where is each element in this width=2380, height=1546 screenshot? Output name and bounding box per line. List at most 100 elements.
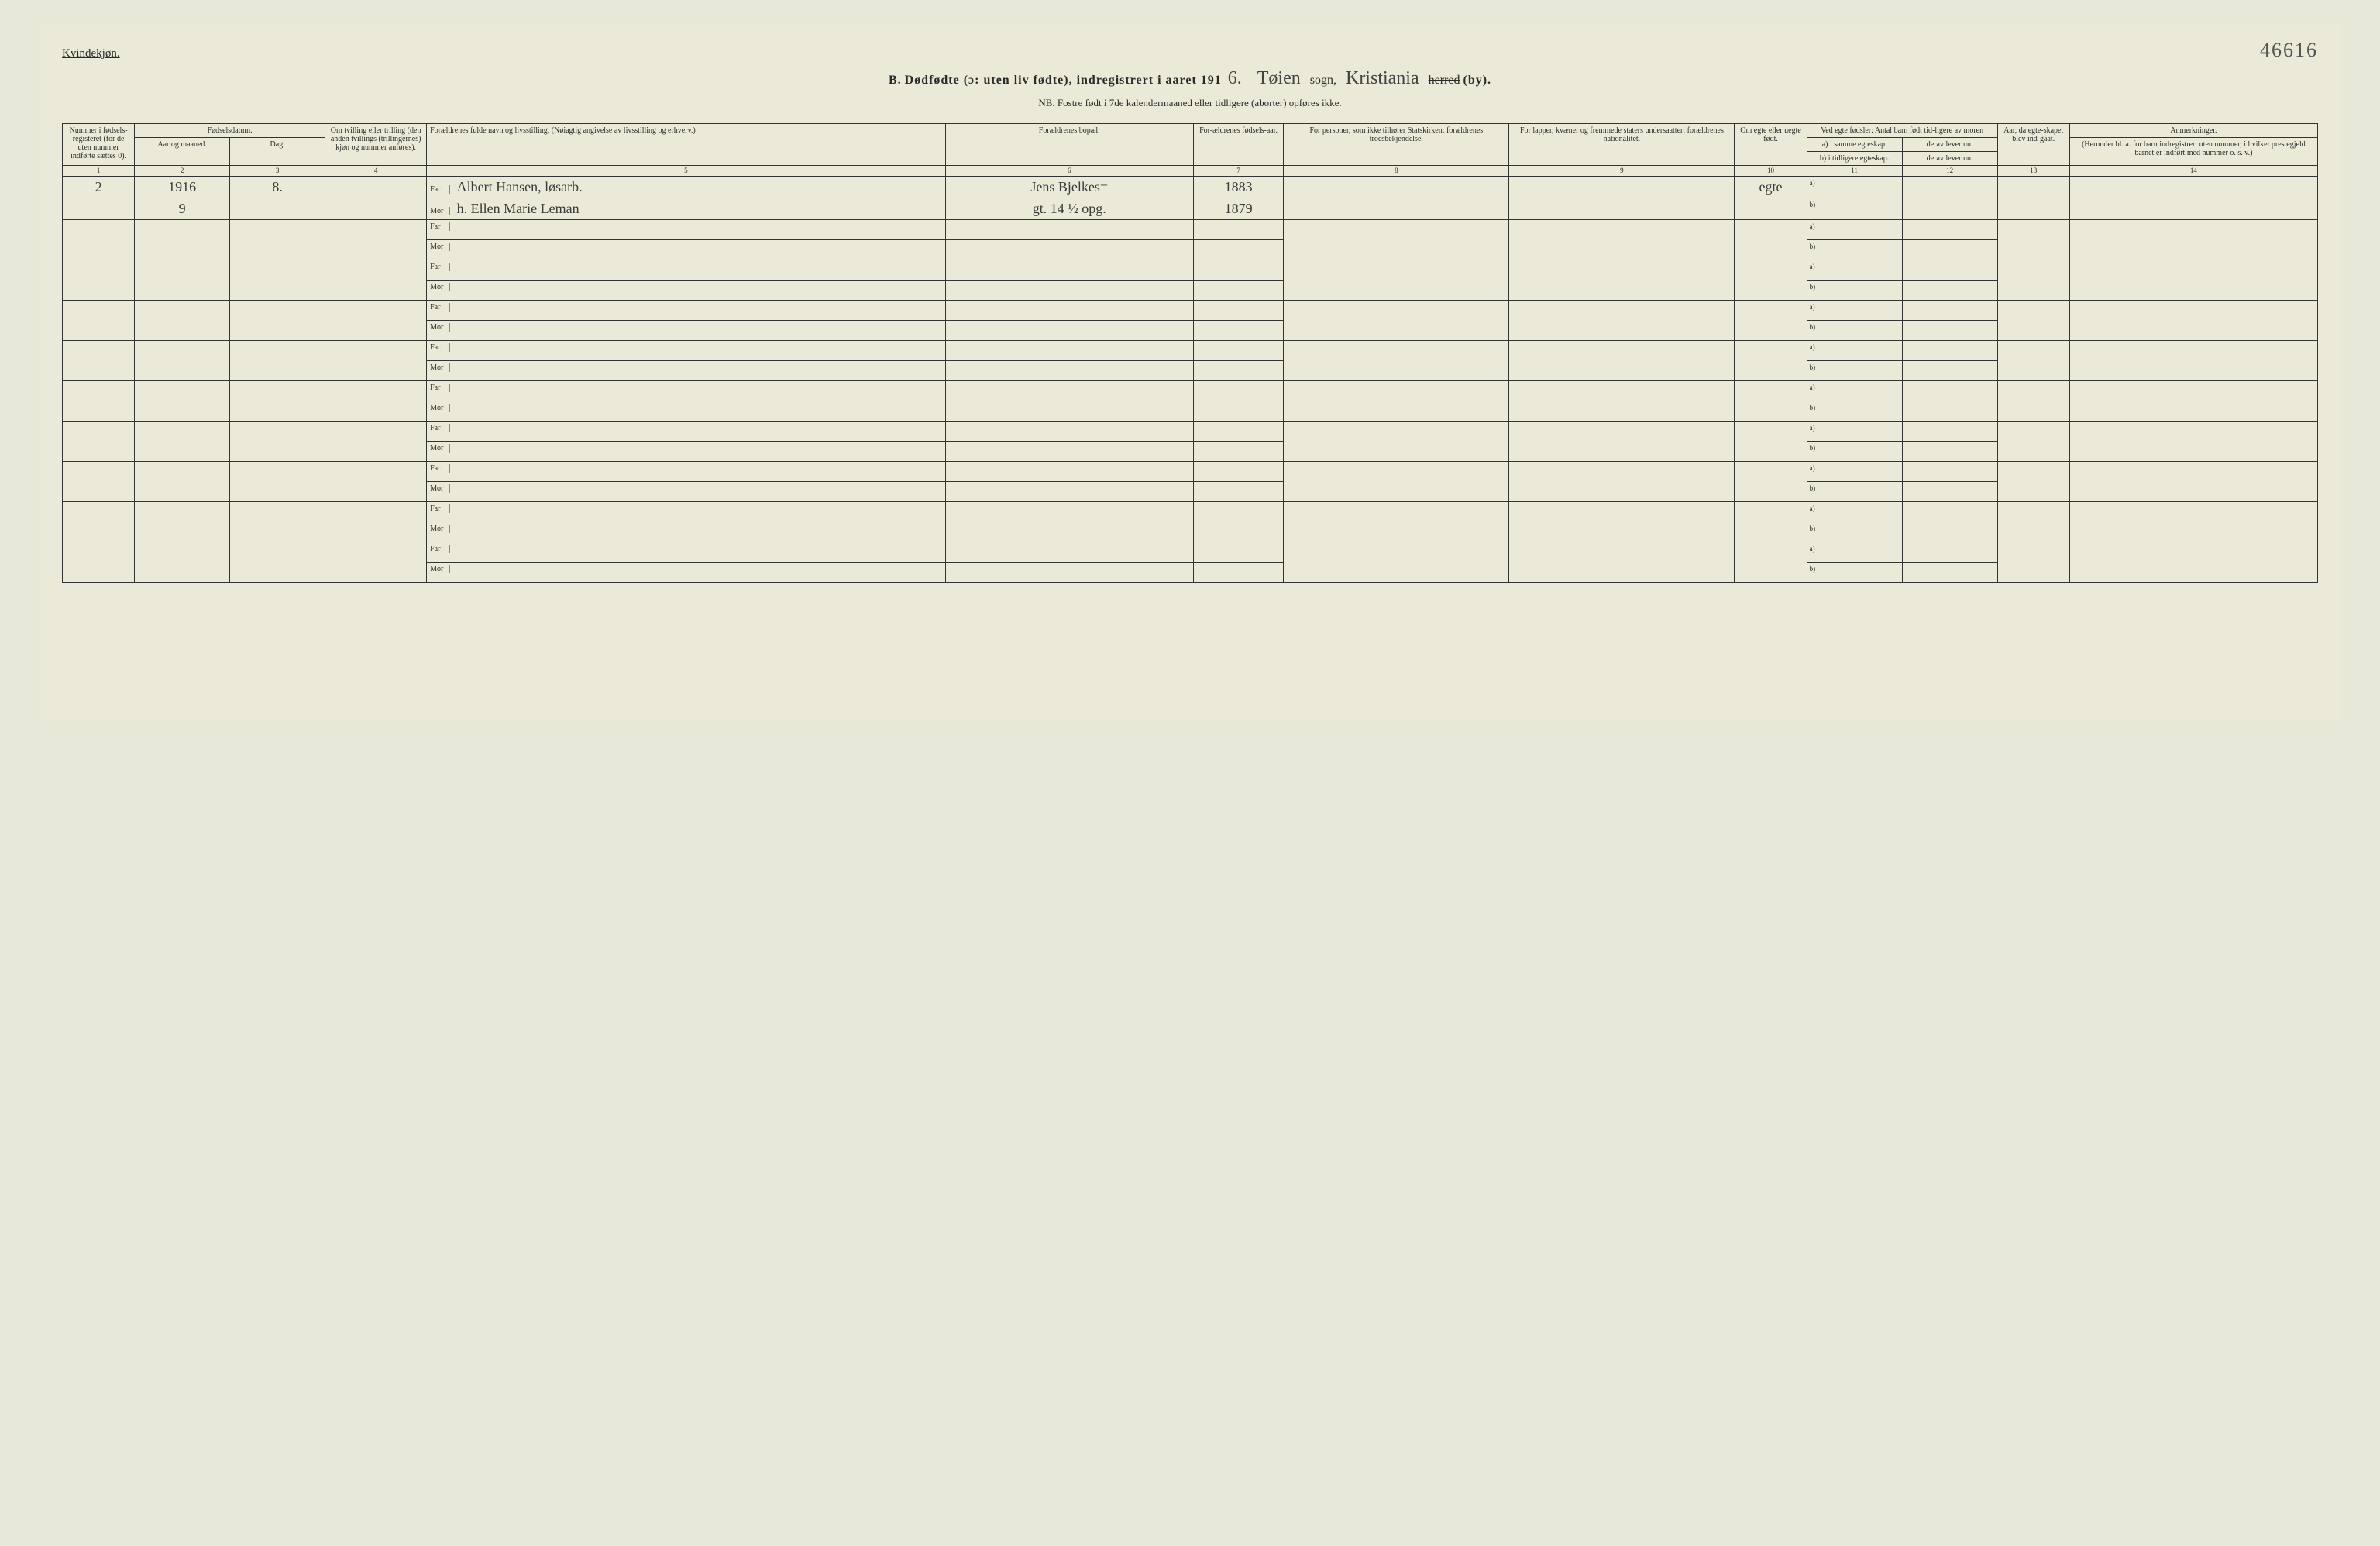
empty-12a: [1902, 220, 1997, 240]
empty-byear: [1193, 442, 1283, 462]
mor-label: Mor: [430, 323, 450, 332]
empty-row-far: Far a): [63, 422, 2318, 442]
empty-num: [63, 462, 135, 502]
far-label: Far: [430, 424, 450, 432]
colnum: 9: [1509, 166, 1735, 177]
far-label: Far: [430, 464, 450, 473]
empty-nation: [1509, 422, 1735, 462]
empty-legit: [1735, 422, 1807, 462]
empty-row-far: Fara): [63, 381, 2318, 401]
entry-legit: egte: [1735, 177, 1807, 220]
hdr-c11a: a) i samme egteskap.: [1807, 138, 1902, 152]
empty-addr: [945, 442, 1193, 462]
hdr-c5: Forældrenes fulde navn og livsstilling. …: [427, 124, 946, 166]
empty-addr: [945, 502, 1193, 522]
nb-note: NB. Fostre født i 7de kalendermaaned ell…: [62, 97, 2318, 109]
empty-13: [1997, 422, 2069, 462]
empty-num: [63, 542, 135, 583]
hdr-c1: Nummer i fødsels-registeret (for de uten…: [63, 124, 135, 166]
empty-12b: [1902, 522, 1997, 542]
empty-byear: [1193, 281, 1283, 301]
empty-twin: [325, 301, 427, 341]
mor-label: Mor: [430, 444, 450, 453]
empty-11b: b): [1807, 281, 1902, 301]
empty-relig: [1284, 301, 1509, 341]
empty-row-far: Fara): [63, 341, 2318, 361]
empty-far-cell: Far: [427, 220, 946, 240]
entry-remarks: [2069, 177, 2317, 220]
empty-13: [1997, 301, 2069, 341]
title-main: Dødfødte (ɔ: uten liv fødte), indregistr…: [905, 74, 1222, 87]
district-value: Kristiania: [1340, 68, 1426, 88]
register-table: Nummer i fødsels-registeret (for de uten…: [62, 123, 2318, 583]
empty-relig: [1284, 341, 1509, 381]
entry-far-byear: 1883: [1193, 177, 1283, 198]
empty-twin: [325, 502, 427, 542]
empty-11a: a): [1807, 422, 1902, 442]
empty-addr: [945, 361, 1193, 381]
colnum: 8: [1284, 166, 1509, 177]
empty-remarks: [2069, 422, 2317, 462]
hdr-c14-top: Anmerkninger.: [2069, 124, 2317, 138]
hdr-c14-sub: (Herunder bl. a. for barn indregistrert …: [2069, 138, 2317, 166]
far-label: Far: [430, 545, 450, 553]
empty-addr: [945, 321, 1193, 341]
empty-year: [135, 542, 230, 583]
colnum: 14: [2069, 166, 2317, 177]
empty-legit: [1735, 381, 1807, 422]
empty-year: [135, 341, 230, 381]
empty-12a: [1902, 462, 1997, 482]
empty-byear: [1193, 361, 1283, 381]
colnum: 4: [325, 166, 427, 177]
empty-11b: b): [1807, 361, 1902, 381]
empty-relig: [1284, 422, 1509, 462]
empty-twin: [325, 220, 427, 260]
empty-row-far: Fara): [63, 260, 2318, 281]
entry-month: 9: [135, 198, 230, 220]
colnum: 7: [1193, 166, 1283, 177]
register-page: Kvindekjøn. 46616 B. Dødfødte (ɔ: uten l…: [39, 23, 2341, 721]
empty-nation: [1509, 542, 1735, 583]
empty-12a: [1902, 260, 1997, 281]
parish-label: sogn,: [1310, 74, 1336, 87]
empty-byear: [1193, 301, 1283, 321]
title-prefix: B.: [889, 74, 902, 87]
empty-11a: a): [1807, 381, 1902, 401]
gender-label: Kvindekjøn.: [62, 47, 120, 60]
empty-legit: [1735, 462, 1807, 502]
empty-addr: [945, 462, 1193, 482]
empty-13: [1997, 542, 2069, 583]
colnum: 10: [1735, 166, 1807, 177]
empty-11a: a): [1807, 542, 1902, 563]
empty-nation: [1509, 502, 1735, 542]
empty-day: [230, 341, 325, 381]
hdr-c2-top: Fødselsdatum.: [135, 124, 325, 138]
empty-addr: [945, 563, 1193, 583]
empty-year: [135, 502, 230, 542]
table-body: 2 1916 8. Far Albert Hansen, løsarb. Jen…: [63, 177, 2318, 583]
empty-nation: [1509, 260, 1735, 301]
empty-num: [63, 381, 135, 422]
mor-label: Mor: [430, 525, 450, 533]
empty-day: [230, 542, 325, 583]
far-label: Far: [430, 185, 450, 194]
empty-far-cell: Far: [427, 301, 946, 321]
empty-row-far: Far a): [63, 462, 2318, 482]
entry-relig: [1284, 177, 1509, 220]
empty-11a: a): [1807, 462, 1902, 482]
empty-addr: [945, 422, 1193, 442]
empty-11b: b): [1807, 563, 1902, 583]
empty-12b: [1902, 442, 1997, 462]
empty-num: [63, 502, 135, 542]
empty-nation: [1509, 301, 1735, 341]
colnum: 5: [427, 166, 946, 177]
far-label: Far: [430, 343, 450, 352]
empty-twin: [325, 341, 427, 381]
entry-mor-byear: 1879: [1193, 198, 1283, 220]
by-label: (by).: [1463, 74, 1491, 87]
empty-12b: [1902, 482, 1997, 502]
column-number-row: 1 2 3 4 5 6 7 8 9 10 11 12 13 14: [63, 166, 2318, 177]
far-label: Far: [430, 263, 450, 271]
empty-byear: [1193, 220, 1283, 240]
empty-year: [135, 301, 230, 341]
